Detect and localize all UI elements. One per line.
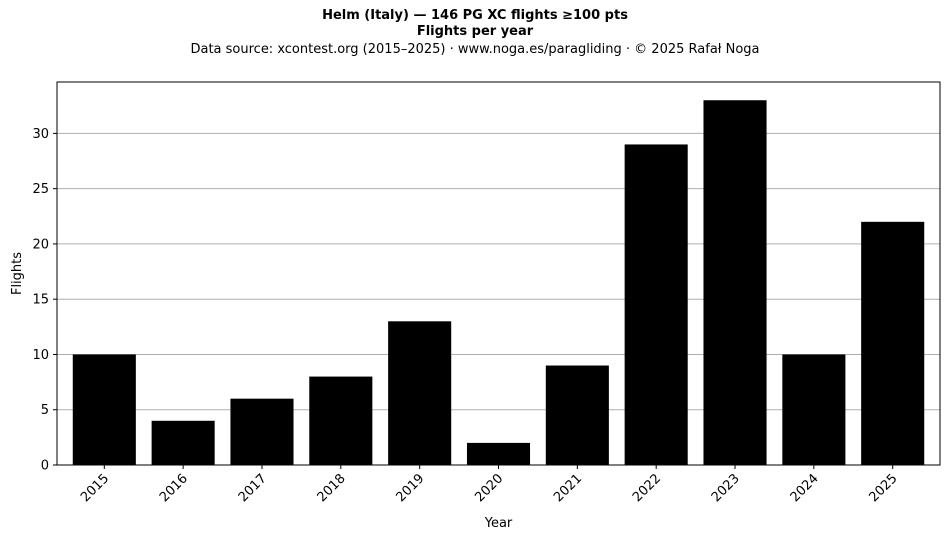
bar-2022 xyxy=(624,144,688,465)
y-axis-ticks: 0 5 10 15 20 25 30 xyxy=(32,127,57,474)
bar-2017 xyxy=(230,398,294,465)
bar-2016 xyxy=(151,420,215,465)
grid-lines xyxy=(57,132,940,411)
x-tick-label: 2015 xyxy=(78,471,112,505)
x-tick-label: 2017 xyxy=(236,471,270,505)
y-axis-label: Flights xyxy=(10,252,25,295)
chart-title: Helm (Italy) — 146 PG XC flights ≥100 pt… xyxy=(322,8,628,23)
bar-2015 xyxy=(72,354,136,465)
bar-2018 xyxy=(309,376,373,465)
x-tick-label: 2021 xyxy=(551,471,585,505)
x-tick-label: 2025 xyxy=(867,471,901,505)
y-tick-label: 30 xyxy=(32,127,49,142)
bars xyxy=(72,100,925,465)
y-tick-label: 20 xyxy=(32,237,49,252)
x-tick-label: 2016 xyxy=(157,471,191,505)
x-tick-label: 2023 xyxy=(709,471,743,505)
y-tick-label: 5 xyxy=(41,403,49,418)
bar-2024 xyxy=(782,354,846,465)
chart-titles: Helm (Italy) — 146 PG XC flights ≥100 pt… xyxy=(0,8,950,59)
chart-subtitle: Flights per year xyxy=(416,24,534,39)
y-tick-label: 0 xyxy=(41,459,49,474)
bar-2020 xyxy=(466,442,531,465)
bar-2021 xyxy=(545,365,609,465)
bar-2025 xyxy=(861,221,925,465)
x-axis-label: Year xyxy=(484,516,513,531)
x-tick-label: 2022 xyxy=(630,471,664,505)
y-tick-label: 10 xyxy=(32,348,49,363)
y-tick-label: 15 xyxy=(32,293,49,308)
x-tick-label: 2018 xyxy=(315,471,349,505)
y-tick-label: 25 xyxy=(32,182,49,197)
x-tick-label: 2020 xyxy=(472,471,506,505)
x-tick-label: 2019 xyxy=(393,471,427,505)
x-axis-ticks: 2015 2016 2017 2018 2019 2020 2021 2022 2023 2024… xyxy=(78,465,901,505)
bar-2019 xyxy=(388,321,452,465)
bar-2023 xyxy=(703,100,767,465)
chart-source-note: Data source: xcontest.org (2015–2025) · … xyxy=(190,42,760,57)
x-tick-label: 2024 xyxy=(788,471,822,505)
